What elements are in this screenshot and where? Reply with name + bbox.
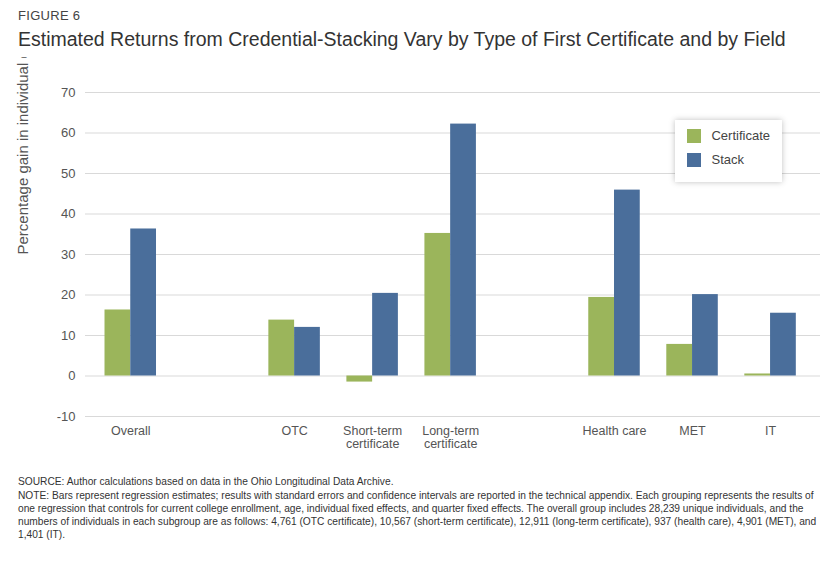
svg-text:40: 40 <box>61 206 75 221</box>
html-text:Estimated Returns from Credent: Estimated Returns from Credential-Stacki… <box>18 28 786 50</box>
svg-text:Percentage gain in individual: Percentage gain in individual earnings <box>14 57 31 255</box>
svg-text:20: 20 <box>61 287 75 302</box>
svg-text:MET: MET <box>679 424 706 438</box>
html-text:FIGURE 6: FIGURE 6 <box>18 8 81 23</box>
svg-text:Long-termcertificate: Long-termcertificate <box>422 424 479 451</box>
html-text:Stack: Stack <box>711 152 744 167</box>
svg-text:-10: -10 <box>57 409 76 424</box>
svg-text:Overall: Overall <box>111 424 151 438</box>
html-text:NOTE: Bars represent regressio: NOTE: Bars represent regression estimate… <box>18 490 817 540</box>
html-text:SOURCE: Author calculations ba: SOURCE: Author calculations based on dat… <box>18 476 394 487</box>
svg-text:70: 70 <box>61 85 75 100</box>
svg-text:10: 10 <box>61 328 75 343</box>
svg-text:Short-termcertificate: Short-termcertificate <box>343 424 402 451</box>
svg-text:60: 60 <box>61 125 75 140</box>
svg-text:Health care: Health care <box>583 424 647 438</box>
svg-text:30: 30 <box>61 247 75 262</box>
svg-text:0: 0 <box>68 368 75 383</box>
svg-text:OTC: OTC <box>281 424 307 438</box>
svg-text:IT: IT <box>765 424 776 438</box>
html-text:Certificate: Certificate <box>711 128 770 143</box>
svg-text:50: 50 <box>61 166 75 181</box>
